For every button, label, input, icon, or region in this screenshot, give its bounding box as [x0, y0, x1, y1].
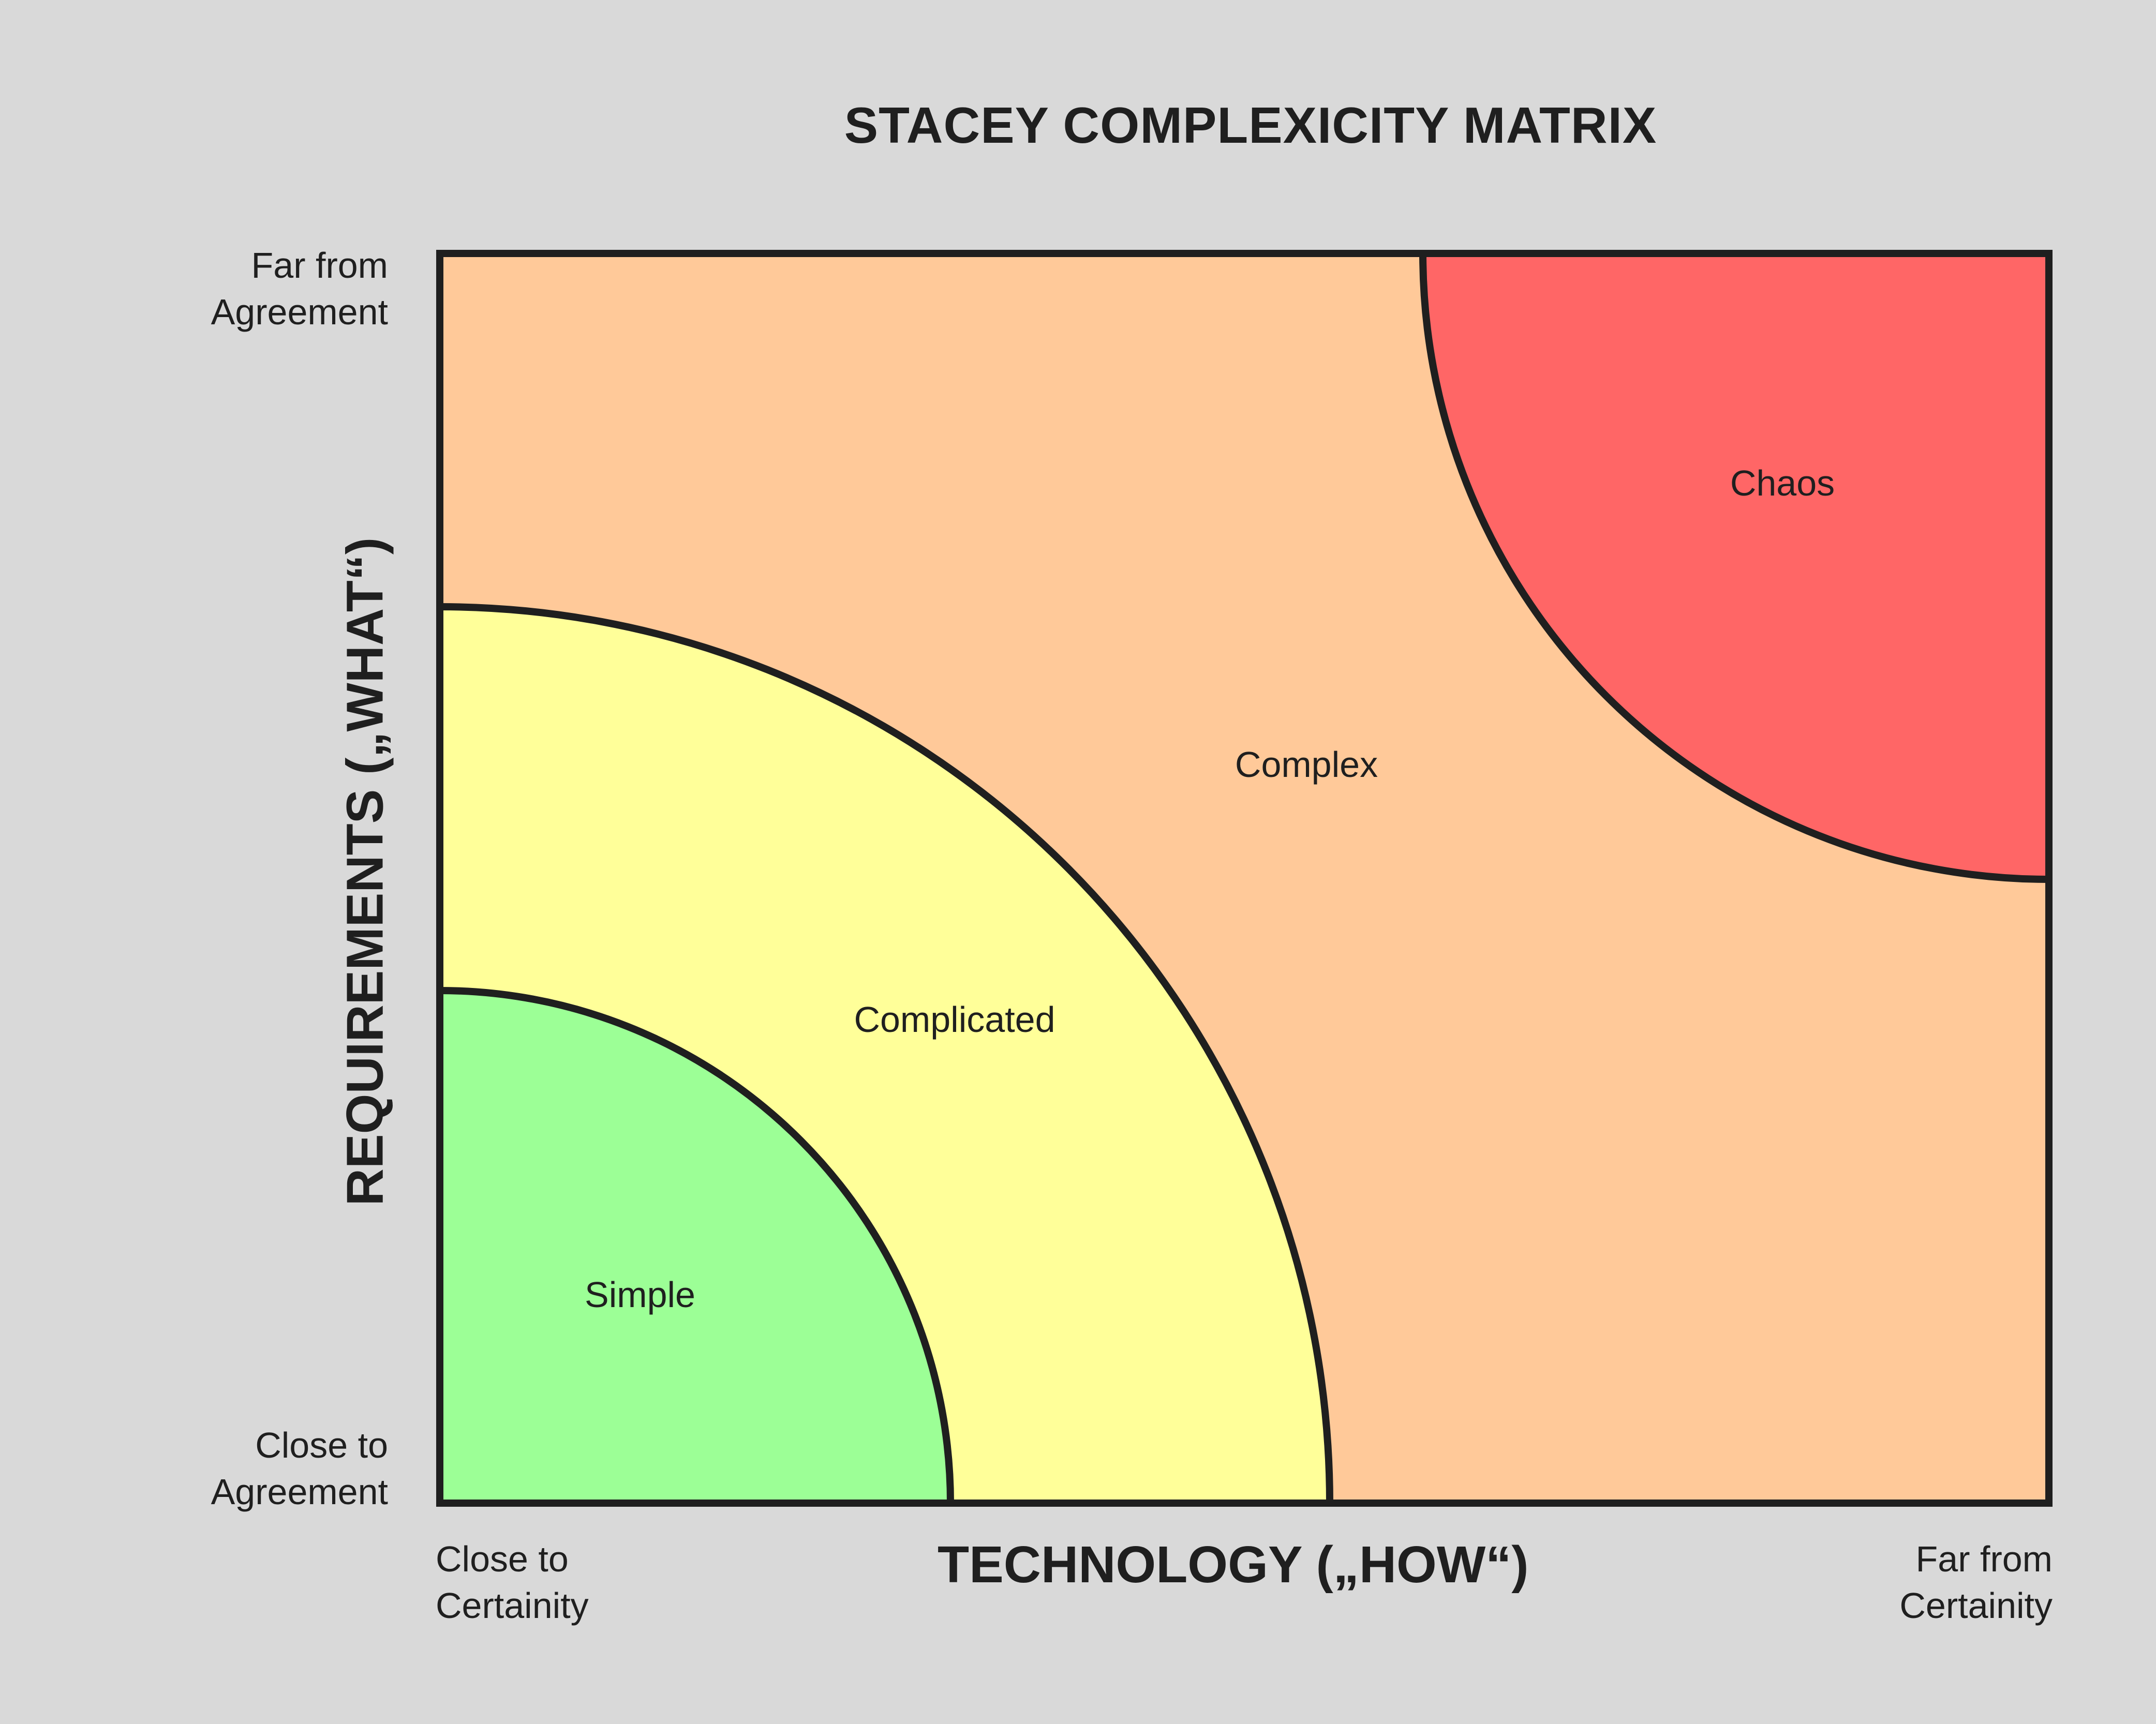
diagram-title: STACEY COMPLEXICITY MATRIX [844, 97, 1657, 154]
simple-zone [436, 986, 955, 1507]
x-axis-right-line-1: Far from [1915, 1539, 2053, 1579]
x-axis-right-line-2: Certainity [1899, 1585, 2053, 1626]
zone-label-complicated: Complicated [854, 999, 1055, 1040]
x-axis-left-line-2: Certainity [436, 1585, 589, 1626]
zone-label-chaos: Chaos [1730, 463, 1835, 503]
x-axis-left-line-1: Close to [436, 1539, 569, 1579]
chaos-zone [1419, 250, 2053, 883]
y-axis-title: REQUIREMENTS („WHAT“) [336, 537, 394, 1206]
x-axis-title: TECHNOLOGY („HOW“) [938, 1536, 1529, 1594]
y-axis-top-line-2: Agreement [211, 292, 388, 332]
y-axis-bottom-label: Close to Agreement [211, 1422, 388, 1515]
y-axis-bottom-line-2: Agreement [211, 1472, 388, 1512]
y-axis-bottom-line-1: Close to [255, 1425, 388, 1465]
y-axis-top-label: Far from Agreement [211, 242, 388, 335]
y-axis-top-line-1: Far from [251, 245, 388, 286]
x-axis-right-label: Far from Certainity [1899, 1536, 2053, 1629]
x-axis-left-label: Close to Certainity [436, 1536, 589, 1629]
matrix-frame [436, 250, 2053, 1507]
zone-label-complex: Complex [1235, 744, 1378, 785]
zone-label-simple: Simple [585, 1275, 695, 1315]
